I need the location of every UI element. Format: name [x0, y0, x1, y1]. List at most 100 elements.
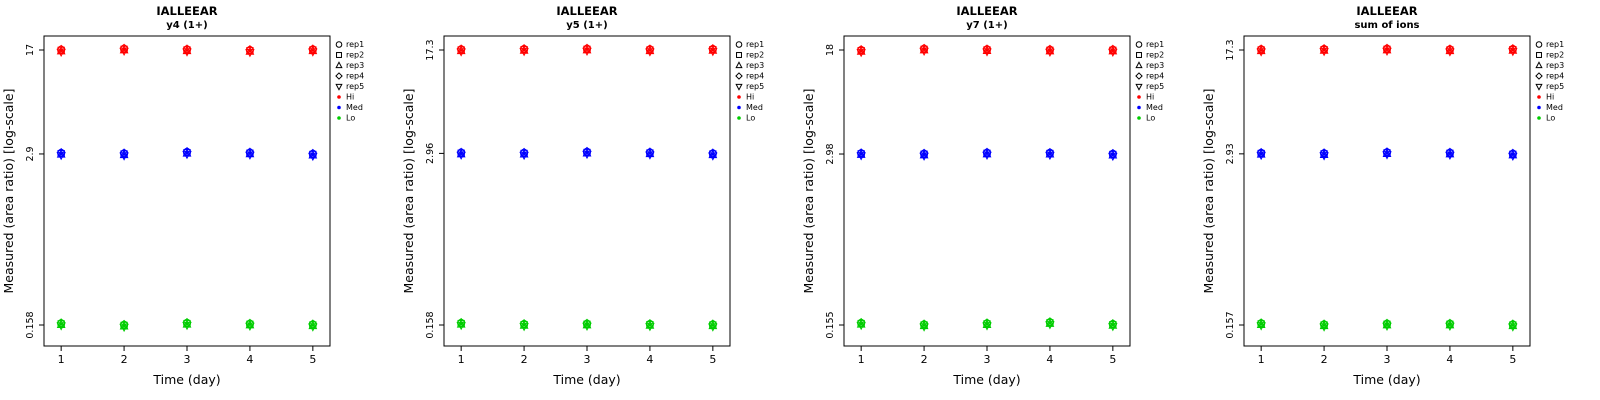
data-point-med-rep5 [1445, 151, 1455, 160]
mean-point-hi [922, 48, 926, 52]
data-point-hi-rep5 [1382, 47, 1392, 56]
mean-point-hi [1111, 49, 1115, 53]
data-point-hi-rep4 [1045, 44, 1055, 54]
data-point-hi-rep5 [308, 48, 318, 57]
mean-point-lo [585, 323, 589, 327]
legend-label-rep4: rep4 [1546, 72, 1564, 81]
data-point-med-rep5 [856, 152, 866, 161]
x-tick-label: 3 [584, 353, 591, 366]
data-point-lo-rep4 [1108, 319, 1118, 329]
data-point-hi-rep4 [582, 43, 592, 53]
chart-panel-3: IALLEEAR sum of ions 1 2 3 4 5 Time (day) 17.3 2.… [1200, 0, 1600, 400]
data-point-hi-rep5 [456, 48, 466, 57]
mean-point-lo [1511, 323, 1515, 327]
legend-label-lo: Lo [746, 114, 755, 123]
mean-point-lo [1322, 323, 1326, 327]
data-point-hi-rep5 [1045, 48, 1055, 57]
data-point-lo-rep5 [1382, 322, 1392, 331]
data-point-med-rep4 [1256, 147, 1266, 158]
legend-dot-hi [337, 95, 341, 99]
data-point-med-rep5 [308, 152, 318, 162]
data-point-med-rep4 [245, 147, 255, 157]
legend-label-rep1: rep1 [346, 40, 364, 49]
data-point-hi-rep5 [1319, 47, 1329, 57]
data-point-hi-rep4 [308, 44, 318, 54]
data-point-hi-rep4 [519, 44, 529, 54]
y-tick-label: 2.98 [825, 143, 836, 164]
legend-label-rep3: rep3 [1546, 61, 1564, 70]
panel-subtitle: y5 (1+) [566, 20, 607, 31]
chart-panel-0: IALLEEAR y4 (1+) 1 2 3 4 5 Time (day) 17 2.9 0.158… [0, 0, 400, 400]
y-tick-label: 0.158 [425, 311, 436, 338]
mean-point-med [248, 152, 252, 155]
mean-point-med [1511, 153, 1515, 157]
mean-point-med [1322, 152, 1326, 156]
legend-symbol-rep3 [1535, 61, 1543, 69]
data-point-med-rep4 [919, 148, 929, 158]
mean-point-lo [985, 322, 989, 326]
data-point-med-rep4 [856, 148, 866, 158]
data-point-med-rep4 [56, 147, 66, 158]
data-point-hi-rep5 [708, 47, 718, 57]
data-point-lo-rep5 [645, 322, 655, 332]
mean-point-hi [859, 49, 863, 53]
y-tick-label: 17.3 [1225, 39, 1236, 60]
data-point-med-rep5 [456, 151, 466, 160]
data-point-lo-rep4 [645, 319, 655, 329]
mean-point-hi [522, 48, 526, 52]
x-tick-label: 5 [1109, 353, 1116, 366]
data-point-lo-rep4 [1045, 317, 1055, 327]
legend-label-rep2: rep2 [346, 51, 364, 60]
panel-subtitle: sum of ions [1354, 20, 1419, 31]
data-point-lo-rep5 [119, 323, 129, 333]
legend-symbol-rep1 [735, 41, 743, 48]
data-point-lo-rep4 [919, 319, 929, 329]
mean-point-hi [985, 48, 989, 52]
y-tick-label: 18 [825, 44, 836, 56]
legend-label-rep4: rep4 [746, 72, 764, 81]
data-point-hi-rep4 [56, 44, 66, 55]
mean-point-med [122, 152, 126, 156]
data-point-hi-rep5 [182, 48, 192, 57]
data-point-hi-rep4 [982, 44, 992, 54]
mean-point-med [1111, 153, 1115, 157]
plot-box [43, 35, 331, 347]
mean-point-med [585, 151, 589, 155]
mean-point-hi [248, 49, 252, 53]
mean-point-med [711, 152, 715, 156]
mean-point-lo [1048, 321, 1052, 325]
mean-point-lo [711, 323, 715, 327]
data-point-hi-rep4 [919, 43, 929, 54]
legend-symbol-rep2 [1536, 52, 1542, 58]
data-point-lo-rep5 [1319, 323, 1329, 332]
data-point-hi-rep4 [708, 44, 718, 54]
legend-label-rep2: rep2 [1146, 51, 1164, 60]
data-point-lo-rep5 [1445, 322, 1455, 331]
mean-point-hi [648, 48, 652, 52]
mean-point-hi [59, 49, 63, 53]
data-point-lo-rep4 [708, 319, 718, 329]
mean-point-med [1259, 152, 1263, 156]
legend-dot-lo [1137, 116, 1141, 120]
data-point-lo-rep5 [456, 321, 466, 331]
mean-point-med [185, 151, 189, 155]
data-point-lo-rep5 [1108, 322, 1118, 332]
data-point-med-rep5 [1045, 151, 1055, 161]
legend-dot-lo [337, 116, 341, 120]
mean-point-med [459, 152, 463, 155]
panel-subtitle: y7 (1+) [966, 20, 1007, 31]
data-point-hi-rep4 [119, 43, 129, 53]
mean-point-lo [922, 323, 926, 327]
legend-label-lo: Lo [346, 114, 355, 123]
y-tick-label: 2.96 [425, 143, 436, 164]
chart-svg-3: IALLEEAR sum of ions 1 2 3 4 5 Time (day) 17.3 2.… [1201, 4, 1564, 387]
legend-label-rep5: rep5 [346, 82, 364, 91]
legend-label-lo: Lo [1146, 114, 1155, 123]
legend-symbol-rep3 [735, 61, 743, 69]
mean-point-hi [585, 48, 589, 52]
data-point-lo-rep4 [1256, 318, 1266, 328]
chart-svg-0: IALLEEAR y4 (1+) 1 2 3 4 5 Time (day) 17 2.9 0.158… [1, 4, 364, 387]
mean-point-lo [311, 323, 315, 327]
